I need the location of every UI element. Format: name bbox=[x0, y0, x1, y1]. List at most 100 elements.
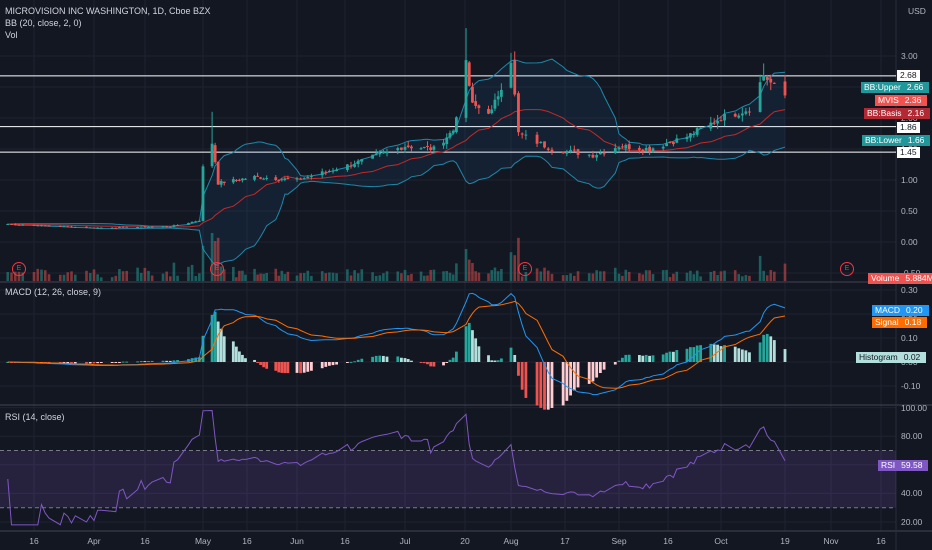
earnings-marker[interactable]: E bbox=[12, 262, 26, 276]
volume-bar bbox=[524, 271, 528, 281]
macd-histogram-bar bbox=[744, 350, 748, 362]
volume-bar bbox=[477, 272, 481, 281]
candle-body bbox=[490, 109, 494, 114]
volume-bar bbox=[624, 269, 628, 281]
macd-histogram-bar bbox=[513, 354, 517, 362]
macd-histogram-bar bbox=[487, 355, 490, 362]
macd-histogram-bar bbox=[403, 358, 407, 362]
macd-histogram-bar bbox=[213, 311, 217, 362]
candle-body bbox=[467, 62, 471, 86]
macd-histogram-bar bbox=[286, 362, 290, 374]
earnings-marker[interactable]: E bbox=[840, 262, 854, 276]
candle-body bbox=[699, 127, 702, 129]
signal-label: Signal bbox=[875, 317, 899, 327]
bb-basis-label: BB:Basis bbox=[867, 108, 902, 118]
macd-histogram-bar bbox=[651, 355, 655, 362]
candle-body bbox=[716, 120, 719, 124]
candle-body bbox=[641, 149, 645, 152]
macd-histogram-bar bbox=[99, 362, 103, 363]
macd-histogram-bar bbox=[490, 360, 494, 362]
volume-bar bbox=[62, 274, 66, 281]
candle-body bbox=[758, 82, 762, 112]
symbol-legend[interactable]: MICROVISION INC WASHINGTON, 1D, Cboe BZX bbox=[5, 6, 211, 16]
macd-histogram-bar bbox=[85, 362, 88, 364]
rsi-tick-label: 40.00 bbox=[901, 488, 923, 499]
candle-body bbox=[668, 142, 672, 144]
macd-histogram-bar bbox=[572, 362, 576, 391]
candle-body bbox=[70, 226, 73, 228]
macd-histogram-bar bbox=[222, 336, 226, 362]
candle-body bbox=[280, 179, 284, 181]
macd-histogram-bar bbox=[234, 346, 238, 362]
volume-bar bbox=[353, 270, 356, 281]
time-tick-label: 16 bbox=[29, 536, 39, 546]
candle-body bbox=[222, 181, 226, 184]
macd-histogram-bar bbox=[716, 344, 719, 362]
earnings-marker[interactable]: E bbox=[210, 262, 224, 276]
candle-body bbox=[118, 226, 121, 228]
candle-body bbox=[587, 154, 591, 156]
candle-body bbox=[400, 147, 403, 150]
volume-label: Volume bbox=[871, 273, 900, 283]
candle-body bbox=[493, 99, 497, 109]
volume-bar bbox=[769, 269, 773, 281]
candle-body bbox=[382, 152, 385, 154]
macd-histogram-bar bbox=[320, 362, 324, 369]
volume-bar bbox=[665, 269, 668, 281]
volume-bar bbox=[651, 274, 655, 281]
volume-bar bbox=[99, 277, 103, 281]
volume-bar bbox=[302, 273, 306, 281]
bb-upper-line bbox=[7, 58, 786, 227]
vol-legend[interactable]: Vol bbox=[5, 30, 18, 40]
volume-bar bbox=[346, 269, 349, 281]
candle-body bbox=[561, 151, 565, 154]
volume-bar bbox=[241, 270, 244, 281]
macd-histogram-bar bbox=[353, 361, 356, 363]
rsi-legend[interactable]: RSI (14, close) bbox=[5, 412, 65, 422]
macd-histogram-bar bbox=[382, 355, 385, 362]
macd-histogram-bar bbox=[331, 362, 335, 366]
macd-tag: MACD 0.20 bbox=[872, 305, 929, 316]
macd-histogram-bar bbox=[672, 351, 675, 362]
macd-histogram-bar bbox=[758, 342, 762, 362]
bb-legend[interactable]: BB (20, close, 2, 0) bbox=[5, 18, 82, 28]
candle-body bbox=[356, 160, 360, 165]
volume-bar bbox=[762, 270, 765, 281]
candle-body bbox=[324, 171, 328, 173]
macd-histogram-bar bbox=[216, 321, 220, 362]
volume-bar bbox=[672, 273, 675, 281]
volume-bar bbox=[627, 271, 631, 281]
macd-histogram-bar bbox=[406, 359, 410, 362]
time-tick-label: Nov bbox=[823, 536, 839, 546]
macd-line bbox=[7, 292, 786, 396]
bb-lower-value: 1.66 bbox=[907, 135, 925, 145]
macd-histogram-bar bbox=[283, 362, 287, 373]
candle-body bbox=[665, 143, 668, 147]
volume-bar bbox=[253, 268, 256, 281]
macd-histogram-bar bbox=[432, 362, 436, 367]
macd-histogram-bar bbox=[517, 362, 520, 376]
volume-bar bbox=[737, 274, 741, 281]
candle-body bbox=[448, 132, 452, 138]
candle-body bbox=[92, 227, 96, 229]
macd-histogram-bar bbox=[62, 362, 66, 364]
histogram-tag: Histogram 0.02 bbox=[856, 352, 927, 363]
volume-bar bbox=[40, 269, 43, 281]
volume-bar bbox=[238, 270, 241, 281]
earnings-marker[interactable]: E bbox=[518, 262, 532, 276]
volume-bar bbox=[371, 272, 374, 281]
macd-histogram-bar bbox=[569, 362, 572, 396]
histogram-value: 0.02 bbox=[903, 352, 921, 362]
time-tick-label: 16 bbox=[876, 536, 886, 546]
volume-bar bbox=[110, 277, 114, 281]
candle-body bbox=[783, 81, 787, 96]
macd-histogram-bar bbox=[110, 362, 114, 363]
volume-bar bbox=[442, 271, 445, 281]
macd-histogram-bar bbox=[165, 360, 169, 362]
candle-body bbox=[172, 225, 176, 227]
volume-bar bbox=[222, 269, 226, 281]
macd-legend[interactable]: MACD (12, 26, close, 9) bbox=[5, 287, 102, 297]
candle-body bbox=[454, 117, 458, 132]
candle-body bbox=[58, 226, 62, 228]
